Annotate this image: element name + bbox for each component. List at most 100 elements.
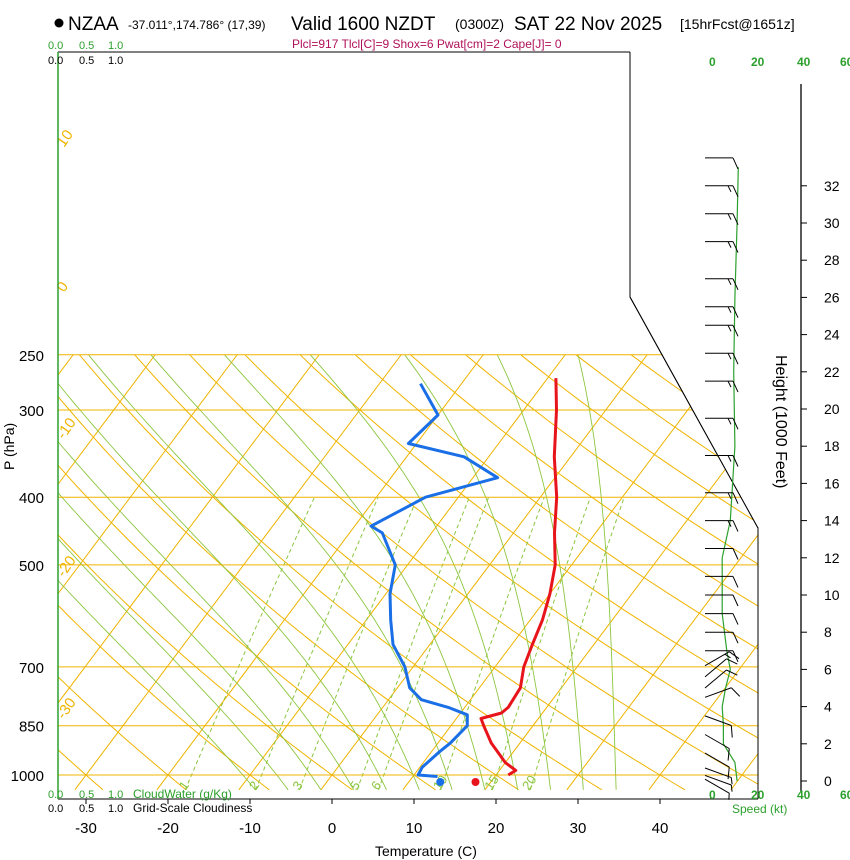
height-tick-label: 18 xyxy=(824,438,840,454)
wind-barb xyxy=(705,631,739,644)
cloudwater-tick: 0.0 xyxy=(48,40,63,52)
speed-tick: 60 xyxy=(840,55,850,69)
wind-barb-flag xyxy=(732,492,739,504)
x-tick-label: 10 xyxy=(406,820,423,837)
wind-barb xyxy=(705,650,739,663)
wind-barb-half xyxy=(727,325,732,332)
wind-barb-staff xyxy=(704,658,727,678)
wind-barb xyxy=(704,669,738,689)
wind-barb-flag xyxy=(732,185,739,198)
wind-barb xyxy=(705,278,739,291)
wind-barb-half xyxy=(727,278,732,286)
isotherm-line xyxy=(58,354,238,595)
wind-barb-flag xyxy=(732,241,739,253)
wind-barb-half xyxy=(727,380,732,388)
height-tick-label: 10 xyxy=(824,587,840,603)
height-tick-label: 2 xyxy=(824,736,832,752)
wind-barb-half xyxy=(727,306,732,313)
pressure-tick-label: 300 xyxy=(19,403,44,420)
cloudiness-tick: 1.0 xyxy=(108,55,123,67)
height-tick-label: 14 xyxy=(824,513,840,529)
pressure-tick-label: 850 xyxy=(19,719,44,736)
wind-barb-staff xyxy=(704,774,732,786)
dry-adiabat-line xyxy=(58,534,353,791)
moist-adiabat-line xyxy=(58,492,322,791)
dry-adiabat-line xyxy=(189,354,758,785)
wind-barb-staff xyxy=(704,767,732,779)
height-tick-label: 26 xyxy=(824,289,840,305)
dewpoint-profile xyxy=(369,382,500,778)
pressure-tick-label: 500 xyxy=(19,558,44,575)
forecast-info: [15hrFcst@1651z] xyxy=(680,16,795,32)
valid-date: SAT 22 Nov 2025 xyxy=(514,14,662,35)
wind-barb xyxy=(705,324,739,337)
isotherm-line xyxy=(566,534,758,791)
moist-adiabat-line xyxy=(496,354,584,790)
wind-barb-staff xyxy=(704,687,732,698)
dry-adiabat-line xyxy=(58,676,187,791)
dry-adiabat-line xyxy=(0,355,20,790)
station-coords: -37.011°,174.786° (17,39) xyxy=(128,18,265,32)
mixing-ratio-line xyxy=(491,497,591,790)
wind-barb-flag xyxy=(730,687,741,697)
wind-barb-flag xyxy=(732,613,739,625)
isotherm-line xyxy=(320,354,648,791)
wind-barb xyxy=(704,767,733,785)
moist-adiabat-line xyxy=(150,354,453,790)
mixing-ratio-label: 15 xyxy=(481,772,502,792)
x-axis-title: Temperature (C) xyxy=(375,843,477,859)
mixing-ratio-label: 20 xyxy=(519,772,540,792)
wind-barbs xyxy=(704,157,741,800)
wind-barb-flag xyxy=(727,767,730,780)
isotherm-label: 0 xyxy=(53,279,72,296)
sounding-params: Plcl=917 Tlcl[C]=9 Shox=6 Pwat[cm]=2 Cap… xyxy=(292,37,562,51)
wind-barb-flag xyxy=(732,631,739,644)
wind-barb-half xyxy=(730,777,733,785)
dry-adiabat-line xyxy=(465,354,758,565)
height-tick-label: 32 xyxy=(824,178,840,194)
cloudwater-tick: 0.0 xyxy=(48,789,63,801)
wind-barb-flag xyxy=(732,418,739,430)
height-tick-label: 30 xyxy=(824,215,840,231)
wind-barb xyxy=(705,594,739,607)
wind-barb-half xyxy=(728,793,730,800)
dry-adiabat-line xyxy=(299,354,758,694)
y-axis-title: P (hPa) xyxy=(1,423,17,470)
wind-barb-staff xyxy=(704,669,727,689)
wind-barb xyxy=(705,520,739,532)
height-tick-label: 0 xyxy=(824,773,832,789)
wind-barb xyxy=(705,613,739,625)
temperature-profile xyxy=(479,378,559,777)
wind-barb-flag xyxy=(732,157,739,170)
wind-barb-half xyxy=(727,185,732,193)
wind-barb xyxy=(705,417,739,430)
height-tick-label: 24 xyxy=(824,327,840,343)
dry-adiabat-line xyxy=(58,395,519,791)
wind-barb-staff xyxy=(704,734,730,749)
wind-barb-staff xyxy=(704,752,730,768)
cloudwater-label: CloudWater (g/Kg) xyxy=(133,787,232,801)
cloudiness-tick: 0.0 xyxy=(48,55,63,67)
wind-barb xyxy=(704,752,730,780)
wind-barb xyxy=(705,575,739,588)
cloudiness-tick: 1.0 xyxy=(108,803,123,815)
wind-barb-half xyxy=(727,492,732,499)
surface-dew-marker xyxy=(436,778,445,786)
isotherm-line xyxy=(238,354,566,791)
dry-adiabat-line xyxy=(58,749,104,791)
wind-panel-mask xyxy=(631,53,758,528)
height-tick-label: 22 xyxy=(824,364,840,380)
x-tick-label: 0 xyxy=(328,820,336,837)
wind-barb-half xyxy=(727,520,732,527)
mixing-ratio-line xyxy=(440,497,545,790)
mixing-ratio-line xyxy=(298,497,418,790)
cloudwater-tick: 0.5 xyxy=(79,40,94,52)
wind-barb-half xyxy=(727,213,732,220)
wind-barb-flag xyxy=(726,658,738,665)
wind-barb-half xyxy=(727,455,732,462)
dry-adiabat-line xyxy=(79,354,603,791)
speed-tick: 20 xyxy=(751,788,765,802)
wind-barb xyxy=(705,157,739,170)
valid-time: Valid 1600 NZDT xyxy=(291,14,436,35)
